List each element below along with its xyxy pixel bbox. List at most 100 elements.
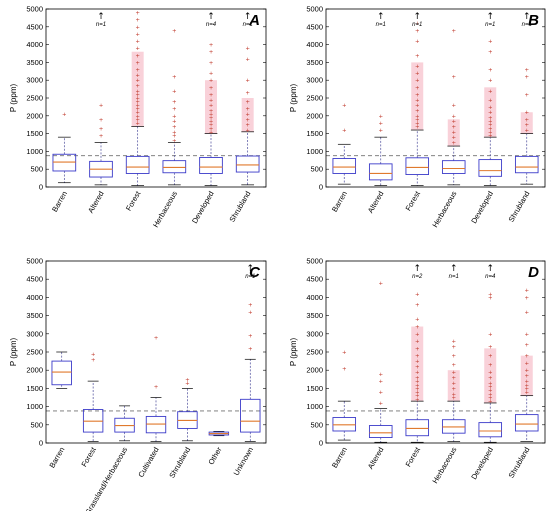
outlier-point: + [451, 119, 456, 125]
outlier-point: + [99, 117, 104, 123]
outlier-point: + [135, 11, 140, 17]
y-tick-label: 3500 [306, 311, 323, 320]
outlier-point: + [248, 334, 253, 340]
outlier-point: + [245, 57, 250, 63]
outlier-point: + [415, 28, 420, 34]
outlier-point: + [209, 60, 214, 66]
y-tick-label: 1000 [26, 147, 43, 156]
y-tick-label: 3500 [26, 58, 43, 67]
offscale-arrow: ↑ [413, 12, 421, 22]
y-tick-label: 0 [319, 439, 323, 448]
y-tick-label: 500 [310, 165, 323, 174]
outlier-point: + [415, 325, 420, 331]
iqr-box [368, 163, 393, 181]
outlier-point: + [524, 92, 529, 98]
outlier-point: + [415, 114, 420, 120]
outlier-point: + [524, 68, 529, 74]
outlier-point: + [172, 133, 177, 139]
outlier-point: + [135, 121, 140, 127]
outlier-point: + [488, 78, 493, 84]
outlier-point: + [451, 135, 456, 141]
outlier-point: + [415, 121, 420, 127]
offscale-arrow: ↑ [244, 12, 252, 22]
outlier-point: + [378, 390, 383, 396]
y-tick-label: 3500 [26, 311, 43, 320]
outlier-point: + [451, 354, 456, 360]
y-tick-label: 3000 [306, 76, 323, 85]
y-axis-label: P (ppm) [289, 338, 298, 367]
outlier-point: + [209, 130, 214, 136]
box-Grassland/Herbaceous [114, 405, 135, 442]
outlier-point: + [524, 110, 529, 116]
outlier-point: + [135, 96, 140, 102]
outlier-point: + [415, 108, 420, 114]
outlier-point: + [378, 372, 383, 378]
panel-letter: B [528, 12, 539, 29]
offscale-arrow: ↑ [523, 12, 531, 22]
outlier-point: + [488, 385, 493, 391]
outlier-point: + [209, 119, 214, 125]
outlier-point: + [172, 130, 177, 136]
outlier-halo [411, 326, 424, 402]
outlier-halo [447, 119, 460, 147]
outlier-point: + [135, 110, 140, 116]
outlier-point: + [342, 350, 347, 356]
outlier-halo [484, 348, 497, 403]
outlier-point: + [415, 292, 420, 298]
y-tick-label: 2000 [26, 111, 43, 120]
outlier-point: + [342, 103, 347, 109]
category-label: Barren [330, 446, 349, 470]
outlier-point: + [209, 78, 214, 84]
y-tick-label: 4500 [306, 22, 323, 31]
outlier-point: + [135, 18, 140, 24]
category-label: Barren [47, 446, 66, 470]
outlier-point: + [248, 310, 253, 316]
outlier-point: + [488, 123, 493, 129]
offscale-count-label: n=1 [522, 22, 532, 28]
outlier-point: + [451, 103, 456, 109]
outlier-point: + [524, 354, 529, 360]
y-tick-label: 1500 [306, 129, 323, 138]
outlier-point: + [209, 43, 214, 49]
y-tick-label: 3000 [26, 76, 43, 85]
outlier-point: + [378, 379, 383, 385]
outlier-point: + [209, 98, 214, 104]
offscale-arrow: ↑ [486, 12, 494, 22]
y-tick-label: 3500 [306, 58, 323, 67]
iqr-box [478, 159, 503, 177]
outlier-point: + [488, 68, 493, 74]
iqr-box [199, 157, 223, 174]
box-Barren: ++ [332, 103, 357, 185]
panel-A: 0 500 1000 1500 2000 2500 3000 3500 4000 4500 5000… [9, 5, 267, 229]
outlier-point: + [99, 133, 104, 139]
panel-D: 0 500 1000 1500 2000 2500 3000 3500 4000 4500 5000… [289, 257, 546, 485]
category-label: Shrubland [507, 190, 532, 224]
panel-letter: A [248, 12, 260, 29]
outlier-point: + [488, 126, 493, 132]
outlier-point: + [248, 346, 253, 352]
box-Other [208, 431, 230, 437]
outlier-point: + [415, 332, 420, 338]
y-tick-label: 2500 [26, 94, 43, 103]
category-label: Other [206, 445, 223, 466]
plot-frame [325, 8, 546, 188]
box-Shrubland: +++++++ [514, 68, 539, 185]
y-tick-label: 1000 [26, 402, 43, 411]
offscale-count-label: n=2 [412, 274, 423, 280]
y-tick-label: 5000 [306, 257, 323, 266]
outlier-point: + [415, 78, 420, 84]
box-Barren [51, 351, 72, 389]
outlier-point: + [488, 110, 493, 116]
offscale-count-label: n=1 [245, 274, 255, 280]
outlier-point: + [488, 133, 493, 139]
box-Barren: + [52, 112, 77, 184]
outlier-point: + [415, 103, 420, 109]
box-Forest: ++++++++++++++++++ [405, 292, 430, 443]
outlier-point: + [488, 105, 493, 111]
outlier-point: + [488, 381, 493, 387]
outlier-point: + [245, 91, 250, 97]
outlier-point: + [172, 75, 177, 81]
outlier-point: + [245, 46, 250, 52]
outlier-point: + [209, 85, 214, 91]
y-tick-label: 5000 [26, 5, 43, 14]
